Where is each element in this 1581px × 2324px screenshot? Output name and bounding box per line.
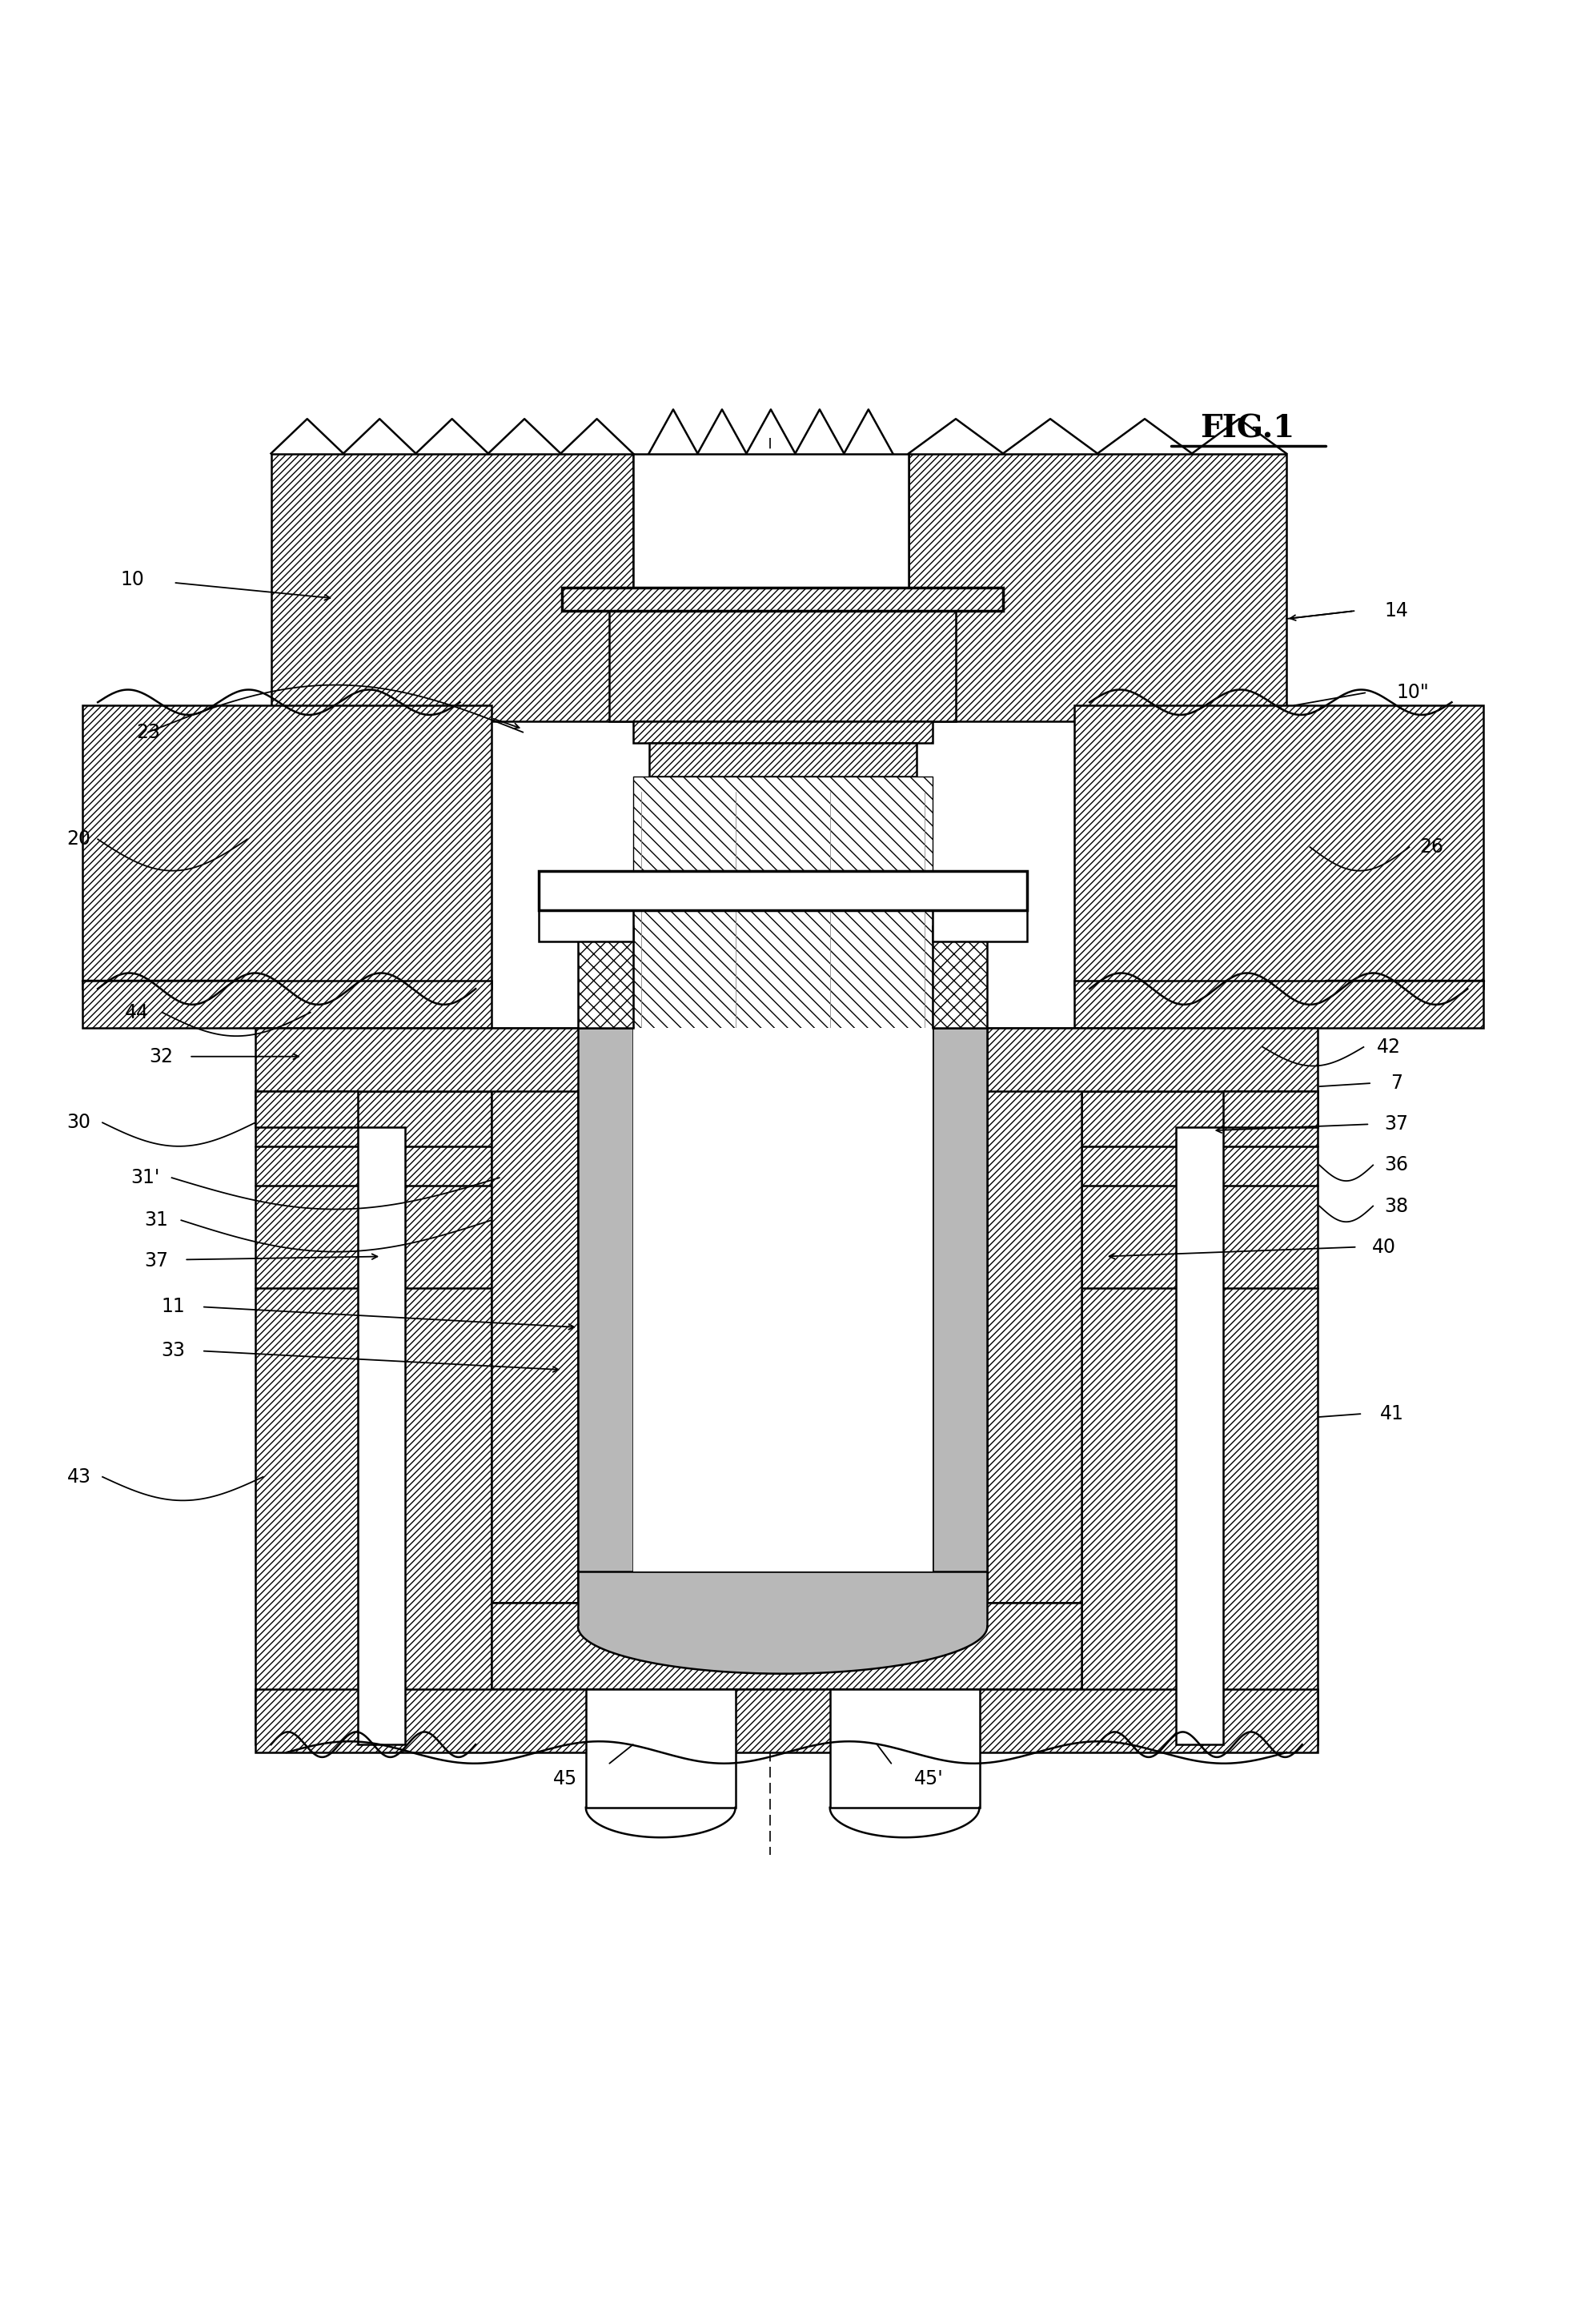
- Bar: [909, 453, 1287, 720]
- Polygon shape: [82, 706, 492, 988]
- Bar: [563, 588, 1002, 611]
- Text: 37: 37: [1385, 1116, 1409, 1134]
- Bar: [830, 1690, 979, 1808]
- Bar: [579, 1027, 632, 1594]
- Text: 45': 45': [914, 1769, 944, 1789]
- Bar: [933, 911, 1026, 941]
- Text: 26: 26: [1420, 837, 1443, 858]
- Bar: [1073, 981, 1483, 1027]
- Bar: [1081, 1092, 1319, 1745]
- Polygon shape: [1073, 706, 1483, 988]
- Text: 31: 31: [144, 1211, 168, 1229]
- Text: 43: 43: [66, 1466, 92, 1487]
- Bar: [632, 453, 909, 641]
- Text: 10": 10": [1396, 683, 1429, 702]
- Bar: [255, 1690, 1319, 1752]
- Text: 44: 44: [125, 1004, 149, 1023]
- Bar: [1176, 1127, 1224, 1745]
- Bar: [255, 1092, 492, 1745]
- Bar: [539, 911, 632, 941]
- Text: 10: 10: [120, 569, 144, 588]
- Bar: [933, 925, 987, 1027]
- Text: 36: 36: [1385, 1155, 1409, 1174]
- Polygon shape: [563, 588, 1002, 720]
- Text: 20: 20: [66, 830, 92, 848]
- Bar: [539, 872, 1026, 911]
- Bar: [579, 1571, 987, 1627]
- Bar: [579, 925, 632, 1027]
- Text: 14: 14: [1385, 602, 1409, 621]
- Text: 33: 33: [161, 1341, 185, 1360]
- Bar: [270, 453, 632, 720]
- Text: 31': 31': [131, 1169, 160, 1188]
- Text: 38: 38: [1385, 1197, 1409, 1215]
- Text: 23: 23: [136, 723, 160, 741]
- Text: 42: 42: [1377, 1037, 1401, 1057]
- Bar: [632, 1027, 933, 1571]
- Text: FIG.1: FIG.1: [1200, 414, 1295, 444]
- Text: 37: 37: [144, 1253, 168, 1271]
- Polygon shape: [255, 1027, 587, 1092]
- Bar: [987, 1027, 1081, 1604]
- Text: 40: 40: [1372, 1236, 1396, 1257]
- Bar: [1224, 1092, 1319, 1127]
- Text: 45: 45: [553, 1769, 577, 1789]
- Bar: [587, 1690, 735, 1808]
- Text: 32: 32: [149, 1046, 172, 1067]
- Bar: [933, 1027, 987, 1594]
- Text: 11: 11: [161, 1297, 185, 1315]
- Bar: [255, 1092, 357, 1127]
- Text: 30: 30: [66, 1113, 92, 1132]
- Polygon shape: [987, 1027, 1319, 1092]
- Text: 41: 41: [1380, 1404, 1404, 1425]
- Bar: [82, 981, 492, 1027]
- Bar: [632, 776, 933, 1564]
- Bar: [648, 744, 917, 776]
- Bar: [492, 1027, 579, 1604]
- Polygon shape: [579, 1627, 987, 1673]
- Bar: [357, 1127, 405, 1745]
- Bar: [492, 1604, 1081, 1690]
- Bar: [632, 720, 933, 744]
- Text: 7: 7: [1391, 1074, 1402, 1092]
